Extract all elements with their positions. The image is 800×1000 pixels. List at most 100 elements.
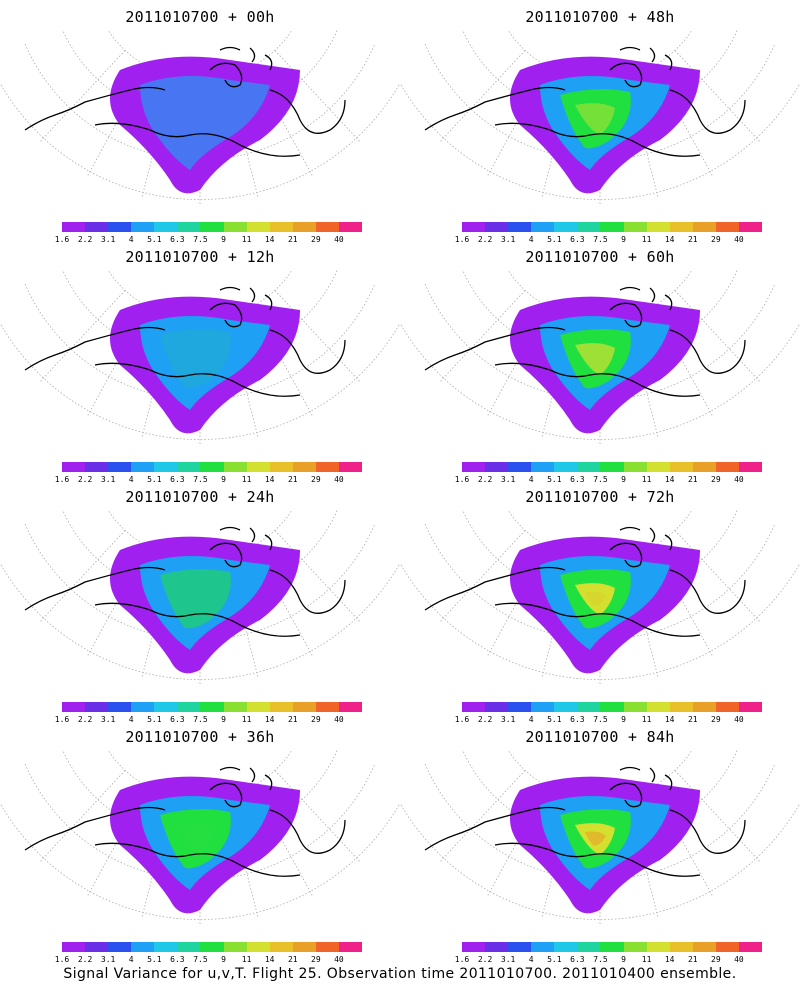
colorbar-swatch (600, 462, 624, 472)
field-contour (585, 831, 606, 846)
colorbar-label: 3.1 (100, 715, 116, 724)
panel-title: 2011010700 + 36h (125, 728, 275, 746)
variance-map (0, 750, 400, 925)
colorbar-swatch (85, 942, 109, 952)
colorbar-label: 14 (664, 715, 675, 724)
variance-field (110, 296, 300, 434)
map-panel: 2011010700 + 60h 1.6 2.2 3.1 4 5.1 6.3 7.5 9 11 14… (400, 240, 800, 485)
colorbar-label: 1.6 (54, 955, 70, 964)
colorbar-swatch (131, 222, 155, 232)
colorbar-labels: 1.6 2.2 3.1 4 5.1 6.3 7.5 9 11 14 21 29 40 (455, 235, 762, 245)
colorbar-swatch (692, 942, 716, 952)
colorbar (462, 462, 763, 472)
colorbar-label: 40 (734, 715, 744, 724)
colorbar-swatch (554, 222, 578, 232)
colorbar-label: 7.5 (193, 235, 208, 244)
colorbar-label: 3.1 (500, 715, 516, 724)
map-panel: 2011010700 + 72h 1.6 2.2 3.1 4 5.1 6.3 7.5 9 11 14… (400, 480, 800, 725)
field-contour (160, 329, 231, 389)
colorbar-label: 3.1 (100, 235, 116, 244)
coastline (24, 46, 346, 157)
coastline (424, 526, 746, 637)
colorbar-swatch (131, 702, 155, 712)
colorbar-swatch (554, 462, 578, 472)
colorbar-label: 9 (621, 235, 626, 244)
variance-field (510, 536, 700, 674)
colorbar-label: 6.3 (570, 955, 585, 964)
colorbar-label: 3.1 (100, 475, 116, 484)
colorbar-label: 9 (221, 475, 226, 484)
colorbar-label: 7.5 (193, 475, 208, 484)
colorbar-label: 40 (334, 955, 344, 964)
colorbar-label: 21 (287, 715, 298, 724)
colorbar-label: 14 (264, 475, 275, 484)
colorbar-label: 3.1 (500, 955, 516, 964)
colorbar-label: 1.6 (454, 235, 470, 244)
variance-map (0, 30, 400, 205)
colorbar (462, 222, 763, 232)
colorbar-label: 21 (687, 235, 698, 244)
colorbar-label: 3.1 (500, 235, 516, 244)
colorbar-swatch (692, 462, 716, 472)
colorbar-swatch (85, 702, 109, 712)
colorbar-label: 1.6 (454, 955, 470, 964)
colorbar-swatch (315, 462, 339, 472)
colorbar-swatch (292, 222, 316, 232)
colorbar-swatch (531, 942, 555, 952)
colorbar-label: 9 (621, 955, 626, 964)
colorbar-label: 29 (711, 475, 721, 484)
colorbar-label: 5.1 (547, 235, 562, 244)
colorbar-swatch (715, 702, 739, 712)
colorbar-swatch (292, 462, 316, 472)
field-contour (575, 103, 615, 135)
colorbar-swatch (669, 702, 693, 712)
field-contour (160, 809, 231, 869)
colorbar-swatch (108, 222, 132, 232)
colorbar-label: 29 (711, 955, 721, 964)
coastline (24, 766, 346, 877)
colorbar-label: 40 (334, 235, 344, 244)
colorbar-swatch (462, 702, 486, 712)
colorbar-swatch (485, 462, 509, 472)
colorbar-label: 4 (528, 475, 534, 484)
colorbar-label: 2.2 (477, 955, 493, 964)
coastline (24, 286, 346, 397)
colorbar-label: 29 (311, 955, 321, 964)
figure-caption: Signal Variance for u,v,T. Flight 25. Ob… (63, 966, 737, 982)
colorbar-label: 14 (664, 475, 675, 484)
colorbar-label: 14 (264, 955, 275, 964)
colorbar-swatch (508, 942, 532, 952)
map-panel: 2011010700 + 84h 1.6 2.2 3.1 4 5.1 6.3 7.5 9 11 14… (400, 720, 800, 965)
variance-map (400, 270, 800, 445)
colorbar-swatch (715, 462, 739, 472)
colorbar-swatch (485, 702, 509, 712)
colorbar-swatch (738, 222, 763, 232)
colorbar-swatch (315, 222, 339, 232)
coastline (24, 526, 346, 637)
panel-title: 2011010700 + 84h (525, 728, 675, 746)
colorbar-swatch (177, 462, 201, 472)
colorbar-swatch (338, 222, 363, 232)
colorbar (62, 942, 363, 952)
colorbar-swatch (200, 942, 224, 952)
colorbar-swatch (131, 462, 155, 472)
colorbar-label: 5.1 (147, 475, 162, 484)
colorbar-label: 14 (264, 715, 275, 724)
colorbar-label: 14 (664, 955, 675, 964)
colorbar-swatch (292, 942, 316, 952)
colorbar-label: 9 (221, 715, 226, 724)
colorbar-swatch (508, 222, 532, 232)
colorbar-swatch (646, 702, 670, 712)
colorbar-swatch (462, 942, 486, 952)
colorbar-swatch (246, 702, 270, 712)
colorbar-label: 7.5 (593, 715, 608, 724)
colorbar-label: 11 (241, 475, 252, 484)
colorbar-label: 9 (621, 475, 626, 484)
colorbar-label: 6.3 (170, 235, 185, 244)
colorbar-label: 2.2 (477, 715, 493, 724)
colorbar (62, 702, 363, 712)
colorbar-label: 11 (641, 475, 652, 484)
colorbar-label: 4 (528, 715, 534, 724)
colorbar-swatch (269, 462, 293, 472)
colorbar-swatch (177, 702, 201, 712)
